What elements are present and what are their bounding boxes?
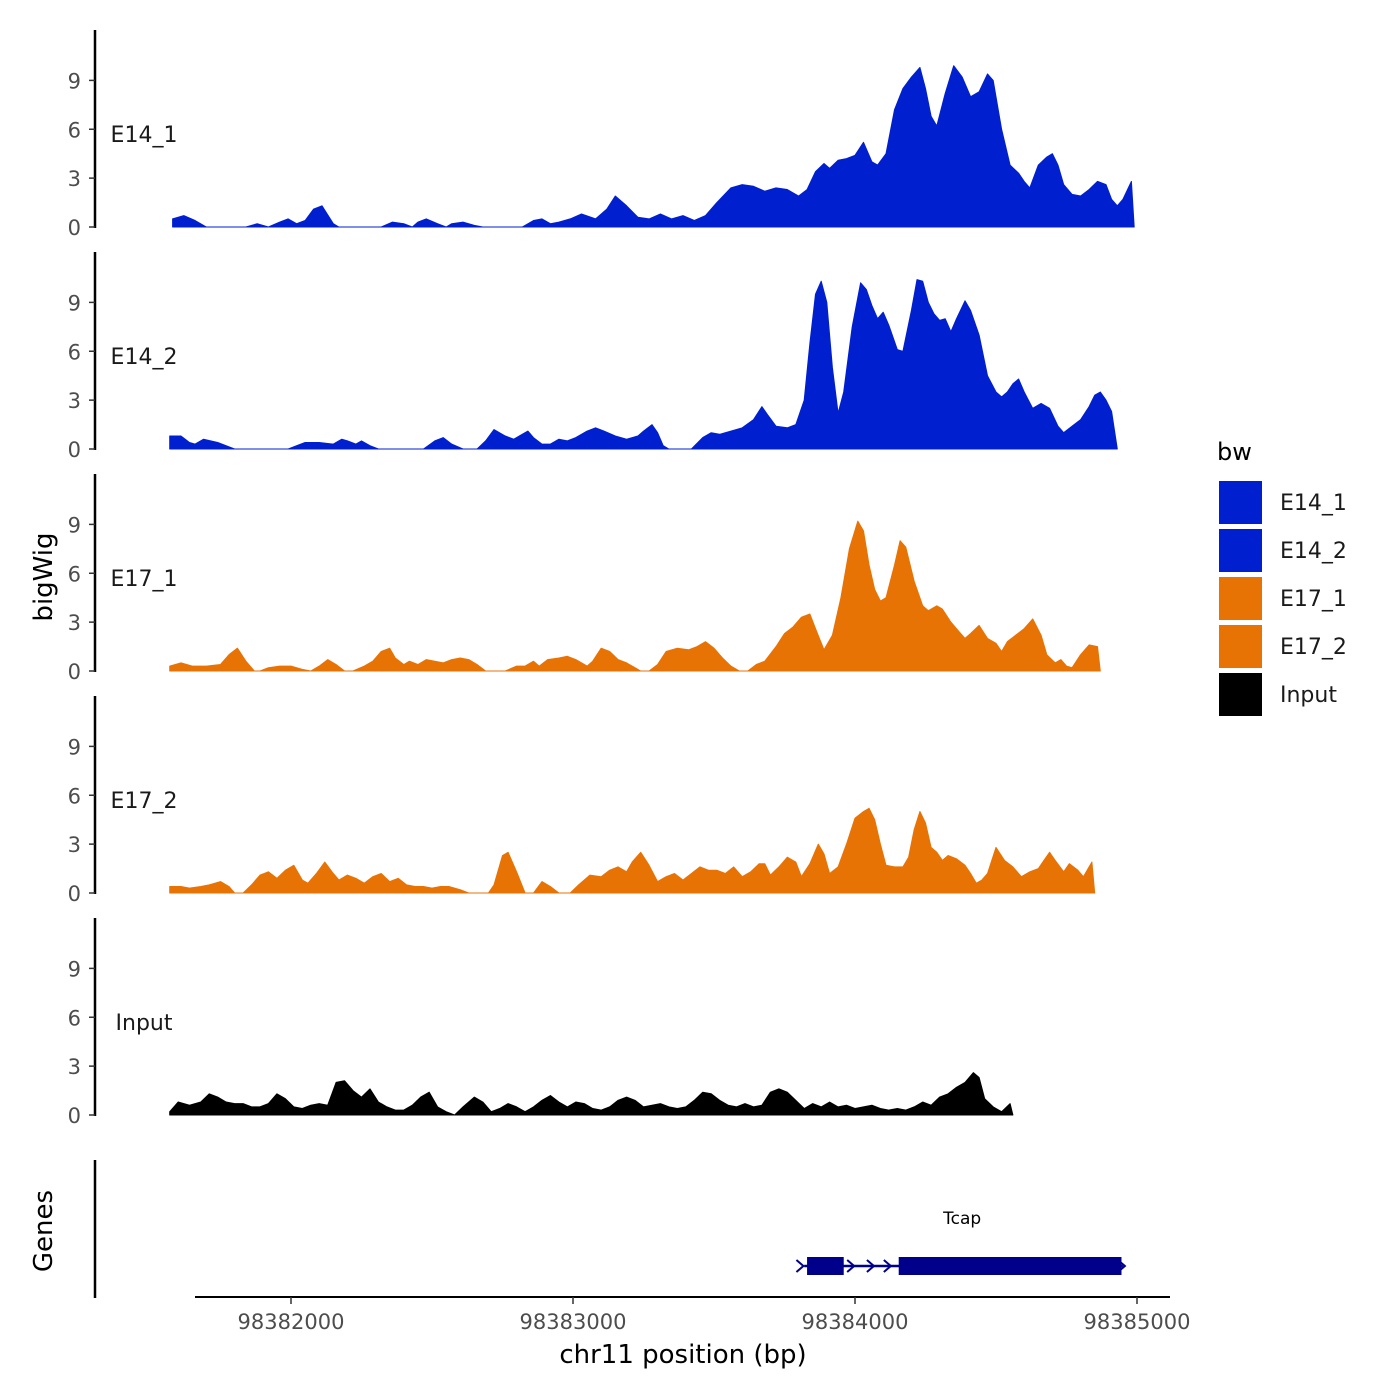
legend-title: bw (1217, 438, 1252, 466)
panel-E14_1: 0 3 6 9 E14_1 (68, 30, 1135, 240)
legend-label-E14_1: E14_1 (1280, 491, 1347, 516)
y-tick-label: 6 (68, 340, 81, 364)
x-tick-label: 98385000 (1084, 1310, 1191, 1334)
y-tick-label: 0 (68, 882, 81, 906)
legend: E14_1 E14_2 E17_1 E17_2 Input (1217, 479, 1347, 718)
legend-label-E14_2: E14_2 (1280, 539, 1347, 564)
panel-label-E14_1: E14_1 (111, 123, 178, 148)
legend-key-E14_1 (1217, 479, 1264, 526)
legend-label-E17_2: E17_2 (1280, 635, 1347, 660)
y-tick-label: 3 (68, 611, 81, 635)
panel-label-Input: Input (116, 1011, 173, 1036)
coverage-panels: 0 3 6 9 E14_1 0 3 6 9 E14_2 0 3 6 9 E17_1 0 3 6 9 E17_2 0 3 6 9… (68, 30, 1135, 1128)
strand-arrow-icon (866, 1259, 876, 1273)
panel-E17_2: 0 3 6 9 E17_2 (68, 696, 1096, 906)
panel-E14_2: 0 3 6 9 E14_2 (68, 252, 1118, 462)
coverage-area-Input (169, 1072, 1014, 1116)
gene-exon (898, 1257, 1122, 1275)
legend-key-Input (1217, 671, 1264, 718)
gene-exon (807, 1257, 844, 1275)
strand-arrow-icon (795, 1259, 805, 1273)
y-tick-label: 3 (68, 389, 81, 413)
legend-key-E17_1 (1217, 575, 1264, 622)
panel-Input: 0 3 6 9 Input (68, 918, 1014, 1128)
y-tick-label: 3 (68, 167, 81, 191)
coverage-area-E17_1 (169, 520, 1101, 672)
y-tick-label: 0 (68, 660, 81, 684)
y-tick-label: 3 (68, 833, 81, 857)
y-tick-label: 9 (68, 69, 81, 93)
gene-name-label: Tcap (942, 1209, 981, 1229)
legend-key-E14_2 (1217, 527, 1264, 574)
y-tick-label: 6 (68, 784, 81, 808)
legend-key-E17_2 (1217, 623, 1264, 670)
x-tick-label: 98384000 (802, 1310, 909, 1334)
y-tick-label: 0 (68, 438, 81, 462)
y-tick-label: 3 (68, 1055, 81, 1079)
y-tick-label: 0 (68, 1104, 81, 1128)
y-tick-label: 6 (68, 562, 81, 586)
x-axis-title: chr11 position (bp) (559, 1340, 806, 1370)
strand-arrow-icon (883, 1259, 893, 1273)
y-tick-label: 6 (68, 1006, 81, 1030)
y-tick-label: 9 (68, 957, 81, 981)
panel-E17_1: 0 3 6 9 E17_1 (68, 474, 1101, 684)
legend-label-Input: Input (1280, 683, 1337, 708)
x-axis-ticks: 98382000 98383000 98384000 98385000 (238, 1297, 1191, 1334)
x-tick-label: 98383000 (520, 1310, 627, 1334)
y-axis-title: bigWig (29, 532, 59, 621)
genes-track: Tcap (93, 1160, 1127, 1298)
y-tick-label: 6 (68, 118, 81, 142)
y-tick-label: 9 (68, 735, 81, 759)
y-tick-label: 9 (68, 513, 81, 537)
panel-label-E17_2: E17_2 (111, 789, 178, 814)
coverage-area-E14_2 (169, 279, 1118, 450)
genes-track-title: Genes (29, 1190, 59, 1272)
y-tick-label: 9 (68, 291, 81, 315)
y-tick-label: 0 (68, 216, 81, 240)
panel-label-E14_2: E14_2 (111, 345, 178, 370)
panel-label-E17_1: E17_1 (111, 567, 178, 592)
legend-label-E17_1: E17_1 (1280, 587, 1347, 612)
strand-arrow-icon (846, 1259, 856, 1273)
coverage-area-E17_2 (169, 807, 1096, 894)
x-tick-label: 98382000 (238, 1310, 345, 1334)
coverage-area-E14_1 (172, 65, 1135, 228)
